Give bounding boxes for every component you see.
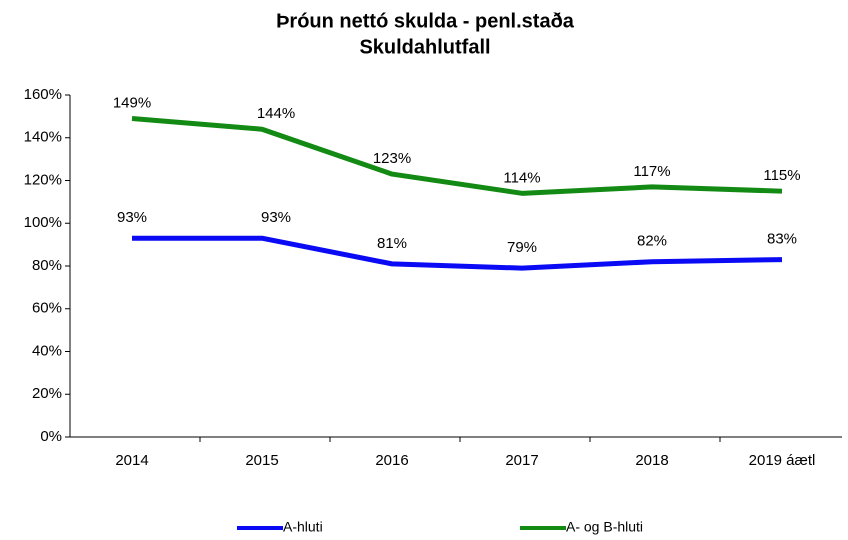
series-line bbox=[131, 116, 783, 196]
y-tick-label: 160% bbox=[24, 86, 62, 103]
series-line bbox=[132, 235, 783, 271]
y-tick-label: 60% bbox=[32, 300, 62, 317]
data-label: 81% bbox=[377, 235, 407, 252]
y-tick-label: 0% bbox=[40, 428, 62, 445]
y-tick-label: 120% bbox=[24, 171, 62, 188]
data-label: 144% bbox=[257, 105, 295, 122]
chart-subtitle: Skuldahlutfall bbox=[359, 36, 490, 58]
data-label: 79% bbox=[507, 239, 537, 256]
x-tick-label: 2019 áætl bbox=[749, 452, 816, 469]
x-tick-label: 2016 bbox=[375, 452, 408, 469]
x-tick-label: 2014 bbox=[115, 452, 148, 469]
data-label: 83% bbox=[767, 231, 797, 248]
y-tick-label: 100% bbox=[24, 214, 62, 231]
data-label: 123% bbox=[373, 150, 411, 167]
x-tick-label: 2015 bbox=[245, 452, 278, 469]
y-tick-label: 140% bbox=[24, 129, 62, 146]
data-label: 93% bbox=[117, 209, 147, 226]
x-tick-label: 2018 bbox=[635, 452, 668, 469]
data-label: 115% bbox=[763, 167, 800, 184]
y-tick-label: 80% bbox=[32, 257, 62, 274]
chart-title: Þróun nettó skulda - penl.staða bbox=[276, 10, 575, 32]
data-label: 149% bbox=[113, 94, 151, 111]
data-label: 93% bbox=[261, 209, 291, 226]
y-tick-label: 40% bbox=[32, 342, 62, 359]
legend-label: A- og B-hluti bbox=[566, 519, 643, 535]
y-tick-label: 20% bbox=[32, 385, 62, 402]
legend-label: A-hluti bbox=[283, 519, 323, 535]
data-label: 114% bbox=[503, 169, 540, 186]
x-tick-label: 2017 bbox=[505, 452, 538, 469]
data-label: 82% bbox=[637, 233, 667, 250]
data-label: 117% bbox=[633, 163, 670, 180]
